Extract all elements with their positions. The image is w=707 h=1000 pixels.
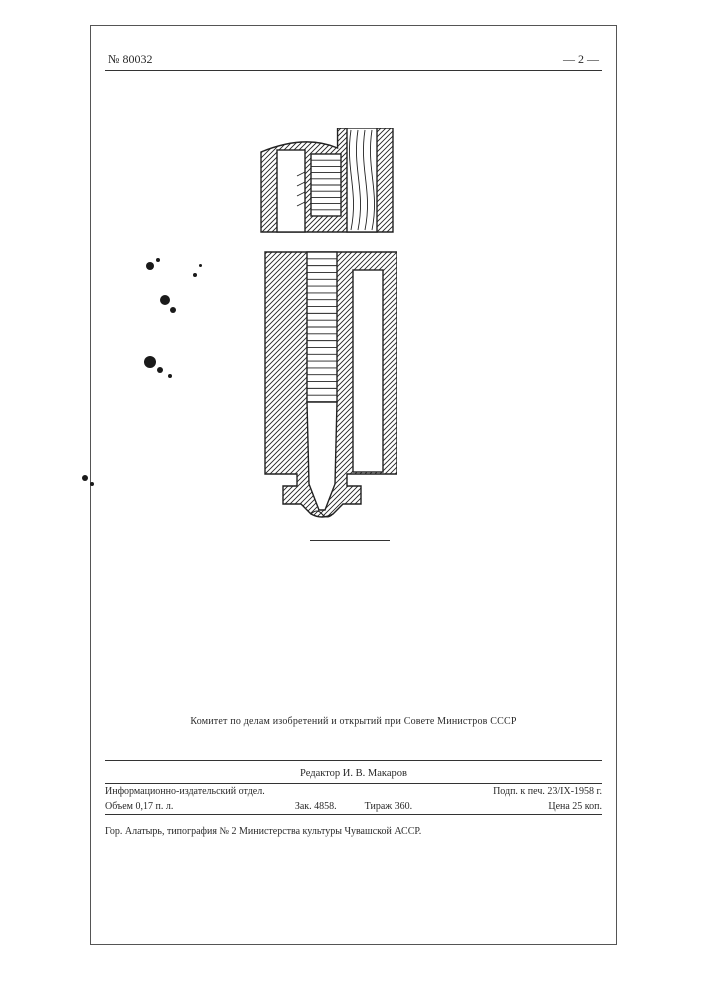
header-rule: [105, 70, 602, 71]
ink-speck: [193, 273, 197, 277]
imprint-volume: Объем 0,17 п. л.: [105, 801, 281, 812]
ink-speck: [90, 482, 94, 486]
doc-number: № 80032: [108, 52, 152, 67]
ink-speck: [160, 295, 170, 305]
figure-rule: [310, 540, 390, 541]
imprint-price: Цена 25 коп.: [426, 801, 602, 812]
ink-speck: [146, 262, 154, 270]
editor-rule: [105, 760, 602, 761]
imprint-block: Информационно-издательский отдел. Подп. …: [105, 783, 602, 815]
imprint-tirage: Тираж 360.: [351, 801, 427, 812]
ink-speck: [156, 258, 160, 262]
page-header: № 80032 — 2 —: [90, 52, 617, 71]
imprint-date: Подп. к печ. 23/IX-1958 г.: [354, 786, 603, 797]
editor-line: Редактор И. В. Макаров: [90, 768, 617, 779]
imprint-order: Зак. 4858.: [281, 801, 351, 812]
ink-speck: [157, 367, 163, 373]
committee-line: Комитет по делам изобретений и открытий …: [90, 716, 617, 727]
ink-speck: [144, 356, 156, 368]
imprint-row-2: Объем 0,17 п. л. Зак. 4858. Тираж 360. Ц…: [105, 799, 602, 814]
figure: [257, 128, 397, 533]
page-marker: — 2 —: [563, 52, 599, 67]
imprint-dept: Информационно-издательский отдел.: [105, 786, 354, 797]
printer-line: Гор. Алатырь, типография № 2 Министерств…: [105, 826, 602, 837]
ink-speck: [170, 307, 176, 313]
ink-speck: [199, 264, 202, 267]
cross-section-svg: [257, 128, 397, 528]
ink-speck: [82, 475, 88, 481]
imprint-row-1: Информационно-издательский отдел. Подп. …: [105, 784, 602, 799]
ink-speck: [168, 374, 172, 378]
